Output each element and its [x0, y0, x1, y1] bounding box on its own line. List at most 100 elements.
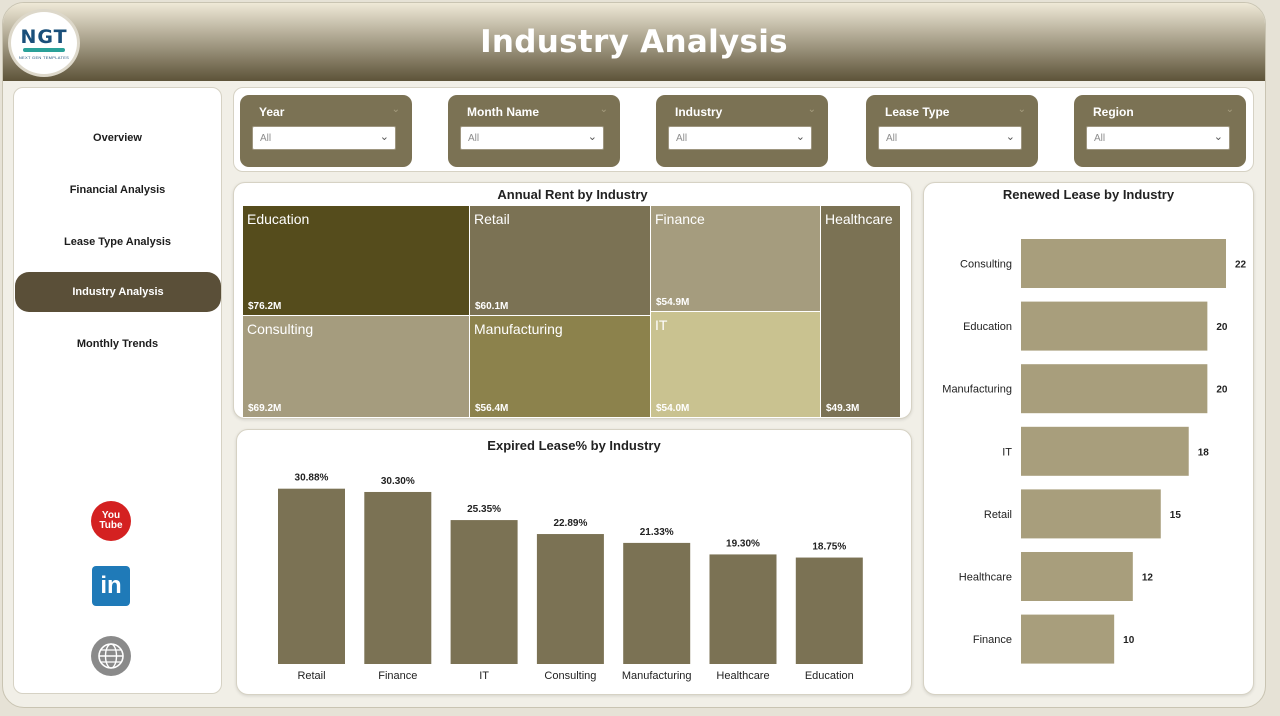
bar-education[interactable]: [795, 557, 863, 664]
y-tick-label: IT: [1002, 446, 1012, 458]
month-name-slicer-label: Month Name: [467, 105, 539, 119]
x-tick-label: IT: [479, 670, 489, 682]
renewed-lease-chart: Consulting 22 Education 20 Manufacturing 20 IT…: [942, 239, 1247, 664]
year-slicer-label: Year: [259, 105, 285, 119]
sidebar-item-industry-analysis[interactable]: Industry Analysis: [15, 272, 221, 312]
y-tick-label: Manufacturing: [942, 384, 1012, 396]
annual-rent-card: Annual Rent by Industry Education $76.2M C…: [233, 182, 912, 419]
treemap-cell-healthcare[interactable]: Healthcare $49.3M: [821, 206, 900, 417]
bar-data-label: 30.88%: [295, 473, 329, 484]
treemap-cell-consulting[interactable]: Consulting $69.2M: [243, 316, 469, 417]
annual-rent-title: Annual Rent by Industry: [497, 187, 648, 202]
month-name-dropdown[interactable]: All ⌄: [460, 126, 604, 150]
chevron-down-icon[interactable]: ⌄: [391, 104, 400, 115]
sidebar-item-financial-analysis[interactable]: Financial Analysis: [69, 184, 166, 196]
chevron-down-icon[interactable]: ⌄: [1225, 104, 1234, 115]
bar-education[interactable]: [1021, 301, 1208, 351]
year-dropdown-value: All: [260, 133, 272, 144]
y-tick-label: Retail: [984, 509, 1012, 521]
bar-consulting[interactable]: [536, 534, 604, 664]
bar-finance[interactable]: [364, 491, 432, 664]
chevron-down-icon: ⌄: [1005, 131, 1015, 143]
month-name-dropdown-value: All: [468, 133, 480, 144]
x-tick-label: Consulting: [544, 670, 596, 682]
bar-healthcare[interactable]: [709, 554, 777, 664]
x-tick-label: Manufacturing: [622, 670, 692, 682]
treemap-cell-it[interactable]: IT $54.0M: [651, 312, 820, 417]
bar-data-label: 20: [1216, 385, 1228, 396]
bar-data-label: 30.30%: [381, 476, 415, 487]
treemap-value: $54.9M: [656, 297, 690, 308]
chevron-down-icon[interactable]: ⌄: [1017, 104, 1026, 115]
treemap-label: Retail: [474, 211, 510, 227]
bar-retail[interactable]: [1021, 489, 1161, 539]
chevron-down-icon[interactable]: ⌄: [807, 104, 816, 115]
industry-slicer: Industry ⌄ All ⌄: [656, 95, 828, 167]
bar-it[interactable]: [1021, 426, 1189, 476]
lease-type-slicer: Lease Type ⌄ All ⌄: [866, 95, 1038, 167]
industry-dropdown[interactable]: All ⌄: [668, 126, 812, 150]
chevron-down-icon: ⌄: [379, 131, 389, 143]
logo-text: NGT: [20, 25, 68, 48]
sidebar-item-monthly-trends[interactable]: Monthly Trends: [76, 338, 159, 350]
renewed-lease-card: Renewed Lease by Industry Consulting 22 Ed…: [923, 182, 1254, 695]
bar-retail[interactable]: [278, 488, 345, 664]
linkedin-icon[interactable]: in: [92, 566, 130, 606]
bar-data-label: 21.33%: [640, 527, 674, 538]
sidebar-item-overview[interactable]: Overview: [93, 132, 142, 144]
logo-swoosh-icon: [23, 47, 65, 52]
treemap-cell-manufacturing[interactable]: Manufacturing $56.4M: [470, 316, 650, 417]
chevron-down-icon: ⌄: [795, 131, 805, 143]
treemap-label: Healthcare: [825, 211, 893, 227]
bar-data-label: 10: [1123, 635, 1135, 646]
x-tick-label: Retail: [297, 670, 325, 682]
lease-type-slicer-label: Lease Type: [885, 105, 950, 119]
chevron-down-icon: ⌄: [1213, 131, 1223, 143]
expired-lease-chart: 30.88% Retail 30.30% Finance 25.35% IT 22.89% C…: [278, 473, 863, 682]
bar-data-label: 19.30%: [726, 538, 760, 549]
treemap-value: $76.2M: [248, 301, 282, 312]
treemap-value: $60.1M: [475, 301, 509, 312]
bar-data-label: 18.75%: [812, 542, 846, 553]
treemap-cell-finance[interactable]: Finance $54.9M: [651, 206, 820, 311]
x-tick-label: Healthcare: [716, 670, 769, 682]
treemap-label: Finance: [655, 211, 705, 227]
bar-healthcare[interactable]: [1021, 552, 1133, 601]
treemap-label: IT: [655, 317, 668, 333]
bar-finance[interactable]: [1021, 614, 1115, 664]
bar-consulting[interactable]: [1021, 239, 1226, 288]
lease-type-dropdown-value: All: [886, 133, 898, 144]
page-title: Industry Analysis: [480, 24, 788, 60]
bar-it[interactable]: [450, 520, 518, 664]
bar-data-label: 25.35%: [467, 504, 501, 515]
x-tick-label: Education: [805, 670, 854, 682]
treemap-label: Education: [247, 211, 310, 227]
y-tick-label: Consulting: [960, 259, 1012, 271]
treemap-label: Consulting: [247, 321, 314, 337]
region-dropdown-value: All: [1094, 133, 1106, 144]
youtube-icon[interactable]: You Tube: [91, 501, 131, 541]
lease-type-dropdown[interactable]: All ⌄: [878, 126, 1022, 150]
expired-lease-title: Expired Lease% by Industry: [487, 438, 661, 453]
bar-data-label: 12: [1142, 573, 1154, 584]
renewed-lease-title: Renewed Lease by Industry: [1002, 187, 1175, 202]
bar-data-label: 22.89%: [553, 518, 587, 529]
region-slicer-label: Region: [1093, 105, 1134, 119]
bar-manufacturing[interactable]: [1021, 364, 1208, 414]
treemap-cell-education[interactable]: Education $76.2M: [243, 206, 469, 315]
treemap-cell-retail[interactable]: Retail $60.1M: [470, 206, 650, 315]
year-dropdown[interactable]: All ⌄: [252, 126, 396, 150]
y-tick-label: Healthcare: [959, 572, 1012, 584]
header-bar: Industry Analysis: [3, 3, 1265, 81]
month-name-slicer: Month Name ⌄ All ⌄: [448, 95, 620, 167]
sidebar-item-lease-type-analysis[interactable]: Lease Type Analysis: [64, 236, 171, 248]
industry-slicer-label: Industry: [675, 105, 723, 119]
y-tick-label: Finance: [973, 634, 1012, 646]
expired-lease-card: Expired Lease% by Industry 30.88% Retail 3…: [236, 429, 912, 695]
treemap-label: Manufacturing: [474, 321, 563, 337]
bar-data-label: 18: [1198, 447, 1210, 458]
chevron-down-icon[interactable]: ⌄: [599, 104, 608, 115]
region-dropdown[interactable]: All ⌄: [1086, 126, 1230, 150]
globe-icon[interactable]: [91, 636, 131, 676]
bar-manufacturing[interactable]: [623, 542, 691, 664]
